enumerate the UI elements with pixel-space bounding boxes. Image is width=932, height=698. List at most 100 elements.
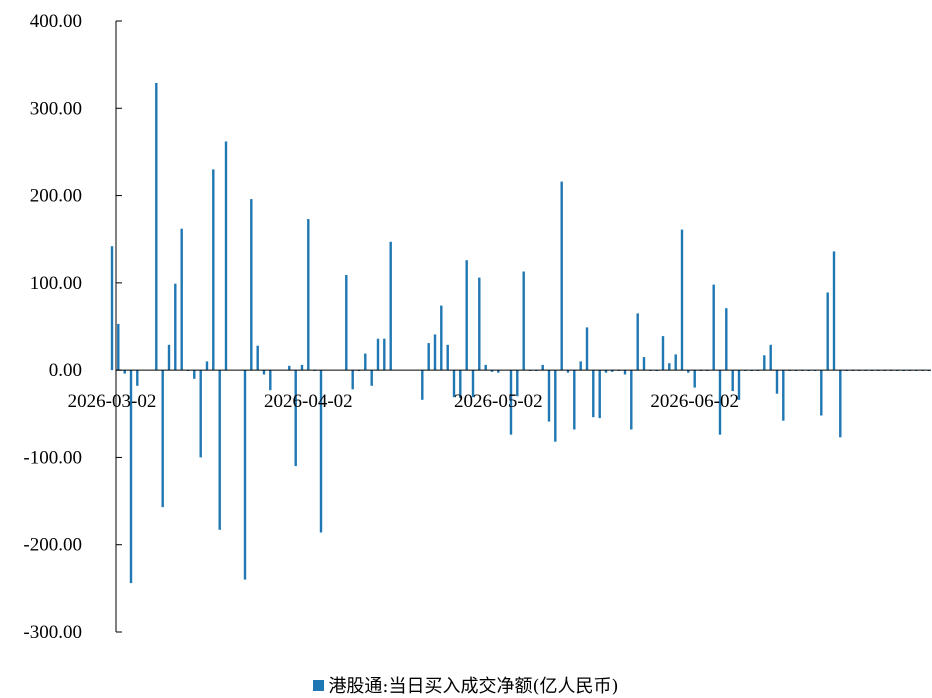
bar [642, 357, 646, 371]
bar [129, 370, 133, 584]
bar [300, 364, 304, 371]
bar [193, 370, 196, 379]
bar [110, 246, 114, 371]
bar [687, 370, 690, 373]
x-tick-label: 2026-04-02 [264, 391, 353, 412]
bar [674, 354, 677, 371]
bar [484, 364, 487, 371]
y-tick-label: 400.00 [30, 11, 82, 32]
x-tick-label: 2026-03-02 [68, 391, 157, 412]
bar [465, 260, 468, 371]
bar [509, 370, 513, 435]
bar [604, 370, 608, 373]
y-tick-label: 300.00 [30, 98, 82, 119]
bar [630, 370, 633, 430]
bar [155, 83, 158, 371]
bar [820, 370, 823, 416]
bar [167, 344, 171, 371]
bar [839, 370, 842, 438]
bar [199, 370, 202, 458]
bar [769, 344, 772, 371]
bar [256, 345, 259, 371]
y-tick-label: -100.00 [23, 447, 82, 468]
bar [161, 370, 164, 508]
bar [579, 361, 582, 371]
bar [218, 370, 221, 530]
bar [623, 370, 627, 375]
bar [294, 370, 297, 467]
bar [560, 181, 563, 371]
bar [661, 336, 665, 371]
bar [307, 219, 310, 371]
x-tick-label: 2026-06-02 [650, 391, 739, 412]
legend: 港股通:当日买入成交净额(亿人民币) [0, 672, 932, 698]
bar [224, 141, 228, 371]
x-ticks: 2026-03-02 2026-04-02 2026-05-02 2026-06-02 [68, 391, 739, 412]
bar [433, 334, 437, 371]
bar [554, 370, 557, 442]
bar [566, 370, 570, 373]
bar [174, 283, 177, 371]
bar [737, 370, 741, 400]
bar [516, 370, 519, 397]
y-tick-label: 100.00 [30, 273, 82, 294]
bar [541, 364, 544, 371]
bar [212, 169, 215, 371]
bar [421, 370, 424, 400]
bar [262, 370, 266, 375]
bar [763, 355, 766, 371]
bar [680, 229, 684, 371]
y-tick-label: 200.00 [30, 186, 82, 207]
bar [712, 284, 715, 371]
bar [731, 370, 734, 391]
bar [636, 313, 639, 371]
bar [446, 344, 449, 371]
bar [180, 228, 183, 371]
bar [364, 353, 367, 371]
bar [611, 370, 614, 372]
bar [826, 292, 829, 371]
bar [573, 370, 576, 430]
bar [490, 370, 494, 372]
bar [725, 308, 728, 371]
bar [250, 199, 253, 371]
bar [351, 370, 354, 390]
bar [269, 370, 272, 391]
bar [136, 370, 139, 386]
bar [117, 323, 120, 371]
bar [383, 338, 386, 371]
bar [497, 370, 500, 373]
bars-group [110, 83, 931, 584]
bar [522, 271, 525, 371]
y-ticks: 400.00 300.00 200.00 100.00 0.00 -100.00 -200.… [23, 11, 122, 643]
bar [205, 361, 209, 371]
bar [775, 370, 779, 394]
bar [478, 277, 481, 371]
bar [427, 343, 430, 371]
legend-label: 港股通:当日买入成交净额(亿人民币) [328, 676, 619, 697]
bar [832, 251, 836, 371]
bar [718, 370, 722, 435]
bar [547, 370, 551, 422]
bar [389, 241, 392, 371]
bar [370, 370, 373, 386]
bar [440, 305, 443, 371]
x-tick-label: 2026-05-02 [454, 391, 543, 412]
legend-swatch [313, 680, 325, 691]
bar [693, 370, 696, 388]
bar [376, 338, 380, 371]
y-tick-label: -300.00 [23, 622, 82, 643]
bar [782, 370, 785, 421]
bar [585, 327, 589, 371]
bar [319, 370, 323, 533]
bar [598, 370, 601, 419]
bar [471, 370, 475, 398]
y-tick-label: -200.00 [23, 535, 82, 556]
bar [592, 370, 595, 418]
bar [123, 370, 126, 374]
bar [243, 370, 247, 580]
bar [345, 275, 348, 371]
bar [288, 365, 291, 371]
bar [452, 370, 456, 398]
